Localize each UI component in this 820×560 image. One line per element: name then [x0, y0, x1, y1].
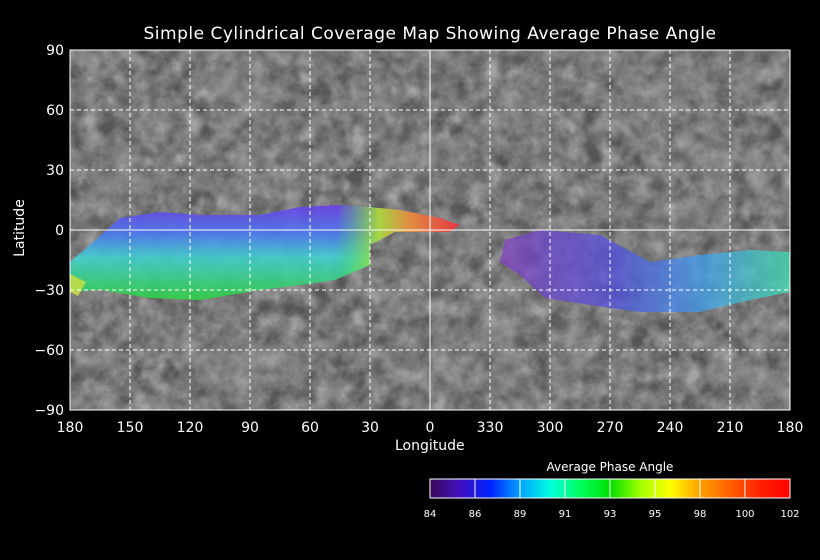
- x-tick-label: 180: [57, 420, 84, 436]
- colorbar-tick-label: 98: [694, 509, 707, 520]
- y-tick-label: −60: [34, 343, 64, 359]
- colorbar-tick-label: 95: [649, 509, 662, 520]
- coverage-region-east: [500, 230, 790, 312]
- x-axis-label: Longitude: [395, 438, 465, 454]
- y-tick-label: 60: [46, 103, 64, 119]
- x-tick-label: 300: [537, 420, 564, 436]
- x-tick-label: 210: [717, 420, 744, 436]
- chart-title: Simple Cylindrical Coverage Map Showing …: [143, 24, 717, 44]
- y-axis-label: Latitude: [12, 199, 28, 257]
- x-tick-label: 0: [426, 420, 435, 436]
- colorbar-tick-label: 86: [469, 509, 482, 520]
- x-tick-label: 180: [777, 420, 804, 436]
- colorbar-tick-label: 84: [424, 509, 437, 520]
- x-tick-label: 330: [477, 420, 504, 436]
- colorbar-tick-label: 102: [780, 509, 799, 520]
- x-tick-label: 30: [361, 420, 379, 436]
- colorbar-tick-label: 89: [514, 509, 527, 520]
- x-tick-label: 240: [657, 420, 684, 436]
- x-tick-label: 90: [241, 420, 259, 436]
- y-tick-label: 90: [46, 43, 64, 59]
- x-tick-label: 120: [177, 420, 204, 436]
- coverage-high-phase: [335, 205, 460, 280]
- plot-frame: [69, 49, 791, 411]
- x-tick-label: 270: [597, 420, 624, 436]
- x-tick-label: 60: [301, 420, 319, 436]
- x-tick-label: 150: [117, 420, 144, 436]
- colorbar-tick-label: 93: [604, 509, 617, 520]
- colorbar-title: Average Phase Angle: [546, 460, 674, 474]
- y-tick-label: 30: [46, 163, 64, 179]
- y-tick-label: 0: [55, 223, 64, 239]
- y-tick-label: −30: [34, 283, 64, 299]
- colorbar-tick-label: 100: [735, 509, 754, 520]
- colorbar-tick-label: 91: [559, 509, 572, 520]
- y-tick-label: −90: [34, 403, 64, 419]
